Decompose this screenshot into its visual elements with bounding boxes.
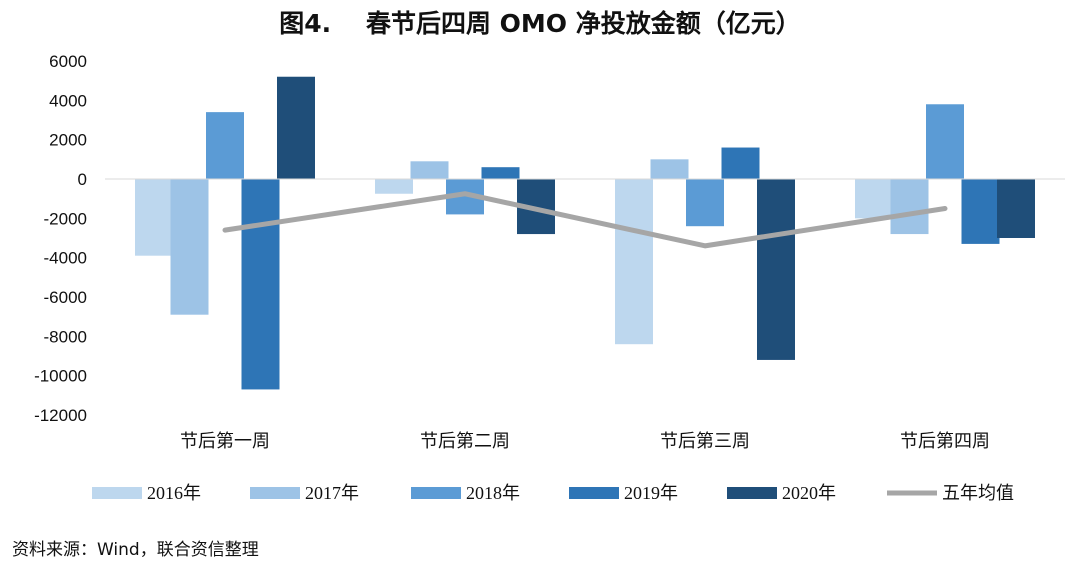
- y-tick-label: 2000: [49, 131, 87, 150]
- y-tick-label: -4000: [44, 249, 87, 268]
- y-tick-label: -6000: [44, 288, 87, 307]
- bar: [170, 179, 209, 315]
- bar: [241, 179, 280, 390]
- bars-layer: [135, 76, 1035, 390]
- bar: [961, 179, 1000, 244]
- legend-swatch: [92, 487, 142, 499]
- category-label: 节后第三周: [660, 431, 750, 452]
- legend-swatch: [411, 487, 461, 499]
- bar: [615, 179, 653, 345]
- y-tick-label: 4000: [49, 91, 87, 110]
- bar: [686, 179, 724, 227]
- legend-swatch: [727, 487, 777, 499]
- bar: [757, 179, 795, 360]
- y-tick-label: 0: [78, 170, 87, 189]
- bar: [135, 179, 173, 256]
- category-label: 节后第一周: [180, 431, 270, 452]
- source-note: 资料来源：Wind，联合资信整理: [12, 540, 259, 560]
- y-tick-label: -12000: [34, 406, 87, 425]
- y-tick-label: -8000: [44, 327, 87, 346]
- y-axis-labels: 6000 4000 2000 0 -2000 -4000 -6000 -8000 -10000 -…: [34, 52, 87, 425]
- legend-label: 2019年: [624, 483, 678, 503]
- category-label: 节后第四周: [900, 431, 990, 452]
- legend-label: 五年均值: [942, 483, 1014, 503]
- bar: [410, 161, 449, 179]
- bar: [890, 179, 929, 235]
- bar: [997, 179, 1035, 238]
- legend-swatch: [250, 487, 300, 499]
- legend-label: 2017年: [305, 483, 359, 503]
- average-line: [222, 191, 948, 249]
- bar: [481, 167, 520, 179]
- category-labels: 节后第一周 节后第二周 节后第三周 节后第四周: [180, 431, 990, 452]
- y-tick-label: -2000: [44, 209, 87, 228]
- bar: [206, 112, 244, 179]
- bar: [721, 147, 760, 179]
- chart-title: 图4. 春节后四周 OMO 净投放金额（亿元）: [279, 9, 801, 38]
- y-tick-label: 6000: [49, 52, 87, 71]
- legend: 2016年 2017年 2018年 2019年 2020年 五年均值: [92, 483, 1014, 503]
- bar: [855, 179, 893, 219]
- average-line-layer: [222, 191, 948, 249]
- legend-label: 2018年: [466, 483, 520, 503]
- legend-label: 2016年: [147, 483, 201, 503]
- category-label: 节后第二周: [420, 431, 510, 452]
- bar: [277, 76, 315, 179]
- bar: [926, 104, 964, 179]
- legend-swatch: [569, 487, 619, 499]
- y-tick-label: -10000: [34, 367, 87, 386]
- legend-label: 2020年: [782, 483, 836, 503]
- bar: [650, 159, 689, 179]
- bar: [375, 179, 413, 194]
